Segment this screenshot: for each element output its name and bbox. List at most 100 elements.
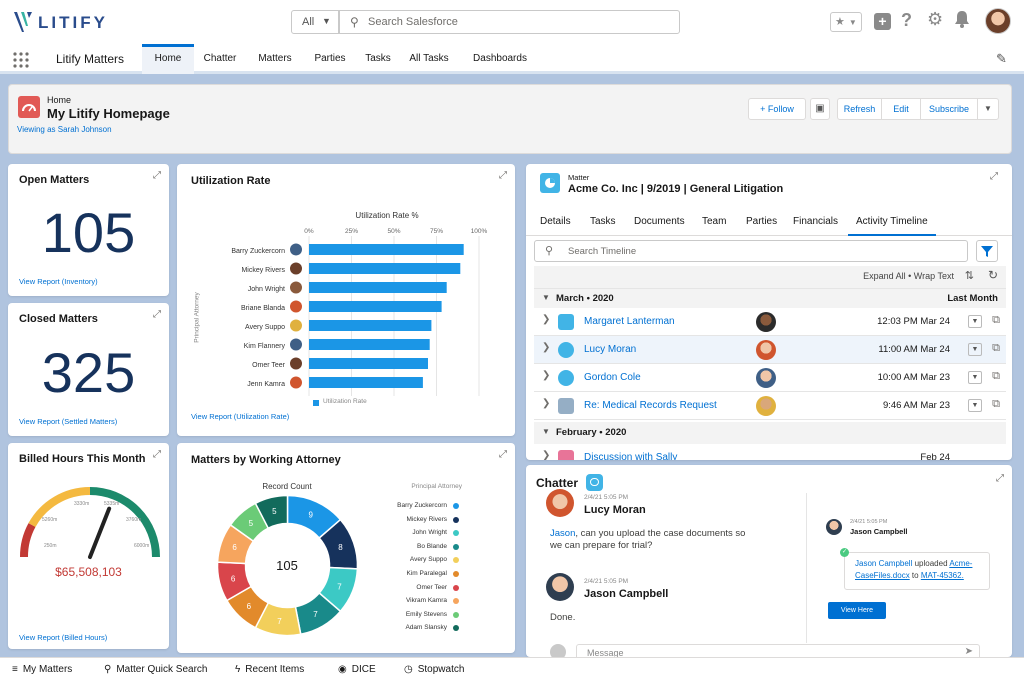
matter-link[interactable]: MAT-45362.: [920, 571, 964, 580]
user-avatar[interactable]: [985, 8, 1011, 34]
timeline-row-name[interactable]: Re: Medical Records Request: [584, 400, 717, 411]
view-report-link[interactable]: View Report (Billed Hours): [19, 633, 108, 642]
tab-matters[interactable]: Matters: [252, 44, 298, 74]
timeline-row[interactable]: ❯ Margaret Lanterman 12:03 PM Mar 24 ▼ ⧉: [534, 308, 1006, 336]
subscribe-button[interactable]: Subscribe: [920, 98, 978, 120]
expand-all-wrap-text[interactable]: Expand All • Wrap Text: [863, 271, 954, 281]
global-search-input[interactable]: ⚲ Search Salesforce: [339, 10, 680, 34]
tab-financials[interactable]: Financials: [793, 216, 839, 227]
tab-all-tasks[interactable]: All Tasks: [404, 44, 454, 74]
timeline-section-march[interactable]: ▼ March • 2020 Last Month: [534, 288, 1006, 308]
x-tick-label: 25%: [345, 228, 358, 235]
file-link[interactable]: Acme-CaseFiles.docx: [855, 559, 973, 580]
tab-activity-timeline[interactable]: Activity Timeline: [848, 216, 936, 236]
open-external-icon[interactable]: ⧉: [992, 314, 1000, 326]
edit-button[interactable]: Edit: [881, 98, 921, 120]
tab-documents[interactable]: Documents: [634, 216, 685, 227]
sort-icon[interactable]: ⇅: [964, 270, 974, 282]
gauge-label: 6000m: [134, 543, 149, 549]
timeline-row[interactable]: ❯ Gordon Cole 10:00 AM Mar 23 ▼ ⧉: [534, 364, 1006, 392]
timeline-row[interactable]: ❯ Discussion with Sally Feb 24: [534, 444, 1006, 460]
refresh-button[interactable]: Refresh: [837, 98, 882, 120]
refresh-icon[interactable]: ↻: [987, 268, 998, 282]
post-body: Jason, can you upload the case documents…: [550, 528, 750, 552]
view-report-link[interactable]: View Report (Inventory): [19, 277, 98, 286]
row-dropdown-icon[interactable]: ▼: [968, 343, 982, 356]
expand-icon[interactable]: ⤢: [996, 473, 1004, 484]
global-actions-icon[interactable]: +: [874, 13, 891, 30]
chevron-right-icon[interactable]: ❯: [542, 314, 551, 325]
timeline-row-name[interactable]: Lucy Moran: [584, 344, 637, 355]
tab-home[interactable]: Home: [142, 44, 194, 74]
utility-my-matters[interactable]: ≡ My Matters: [12, 664, 72, 675]
search-scope-label: All: [302, 16, 315, 28]
chevron-right-icon[interactable]: ❯: [542, 370, 551, 381]
tab-dashboards[interactable]: Dashboards: [468, 44, 532, 74]
chatter-card: Chatter ⤢ 2/4/21 5:05 PM Lucy Moran Jaso…: [526, 465, 1012, 657]
app-launcher-icon[interactable]: [13, 52, 29, 68]
tab-details[interactable]: Details: [540, 216, 571, 227]
open-external-icon[interactable]: ⧉: [992, 370, 1000, 382]
slice-value-label: 5: [249, 519, 254, 528]
timeline-search-input[interactable]: ⚲ Search Timeline: [534, 240, 968, 262]
gauge-label: 5260m: [42, 517, 57, 523]
global-header: LITIFY All ▼ ⚲ Search Salesforce ★ ▼ + ? …: [0, 0, 1024, 44]
timeline-section-february[interactable]: ▼ February • 2020: [534, 422, 1006, 444]
mention-link[interactable]: Jason: [550, 528, 576, 539]
notifications-bell-icon[interactable]: [954, 10, 970, 28]
feed-author[interactable]: Jason Campbell: [850, 527, 908, 536]
actor-link[interactable]: Jason Campbell: [855, 559, 913, 568]
view-report-link[interactable]: View Report (Settled Matters): [19, 417, 118, 426]
chatter-icon: [586, 474, 603, 491]
expand-icon[interactable]: ⤢: [153, 449, 161, 460]
gauge-label: 3760m: [126, 517, 141, 523]
row-dropdown-icon[interactable]: ▼: [968, 371, 982, 384]
expand-icon[interactable]: ⤢: [499, 170, 507, 181]
tab-chatter[interactable]: Chatter: [198, 44, 242, 74]
utility-label: Stopwatch: [417, 664, 465, 675]
utility-matter-quick-search[interactable]: ⚲ Matter Quick Search: [104, 664, 207, 675]
gear-icon[interactable]: ⚙: [927, 9, 944, 29]
chevron-right-icon[interactable]: ❯: [542, 342, 551, 353]
utility-stopwatch[interactable]: ◷ Stopwatch: [404, 664, 464, 675]
header-dropdown-button[interactable]: ▼: [977, 98, 999, 120]
expand-icon[interactable]: ⤢: [499, 449, 507, 460]
tab-parties[interactable]: Parties: [746, 216, 778, 227]
timeline-row-name[interactable]: Discussion with Sally: [584, 452, 678, 460]
tab-tasks[interactable]: Tasks: [590, 216, 616, 227]
timeline-row[interactable]: ❯ Re: Medical Records Request 9:46 AM Ma…: [534, 392, 1006, 420]
more-actions-icon[interactable]: ▣: [810, 98, 830, 120]
filter-button[interactable]: [976, 240, 998, 262]
search-scope-select[interactable]: All ▼: [291, 10, 339, 34]
row-dropdown-icon[interactable]: ▼: [968, 315, 982, 328]
timeline-row-date: 12:03 PM Mar 24: [877, 316, 950, 327]
post-author[interactable]: Lucy Moran: [584, 504, 646, 516]
open-external-icon[interactable]: ⧉: [992, 398, 1000, 410]
message-input[interactable]: Message ➤: [576, 644, 980, 657]
view-here-button[interactable]: View Here: [828, 602, 886, 619]
view-report-link[interactable]: View Report (Utilization Rate): [191, 412, 290, 421]
send-icon[interactable]: ➤: [964, 646, 973, 657]
tab-team[interactable]: Team: [702, 216, 727, 227]
edit-nav-pencil-icon[interactable]: ✎: [996, 51, 1007, 66]
timeline-row[interactable]: ❯ Lucy Moran 11:00 AM Mar 24 ▼ ⧉: [534, 336, 1006, 364]
timeline-row-name[interactable]: Gordon Cole: [584, 372, 641, 383]
timeline-row-name[interactable]: Margaret Lanterman: [584, 316, 675, 327]
litify-logo[interactable]: LITIFY: [12, 10, 122, 34]
post-author[interactable]: Jason Campbell: [584, 588, 669, 600]
utility-recent-items[interactable]: ϟ Recent Items: [235, 664, 304, 675]
legend-label: Emily Stevens: [405, 610, 447, 618]
utility-dice[interactable]: ◉ DICE: [338, 664, 376, 675]
help-icon[interactable]: ?: [901, 10, 912, 30]
expand-icon[interactable]: ⤢: [990, 171, 998, 182]
open-external-icon[interactable]: ⧉: [992, 342, 1000, 354]
follow-button[interactable]: + Follow: [748, 98, 806, 120]
chevron-right-icon[interactable]: ❯: [542, 398, 551, 409]
expand-icon[interactable]: ⤢: [153, 309, 161, 320]
tab-tasks[interactable]: Tasks: [360, 44, 396, 74]
expand-icon[interactable]: ⤢: [153, 170, 161, 181]
row-dropdown-icon[interactable]: ▼: [968, 399, 982, 412]
tab-parties[interactable]: Parties: [308, 44, 352, 74]
favorites-button[interactable]: ★ ▼: [830, 12, 862, 32]
chevron-right-icon[interactable]: ❯: [542, 450, 551, 460]
